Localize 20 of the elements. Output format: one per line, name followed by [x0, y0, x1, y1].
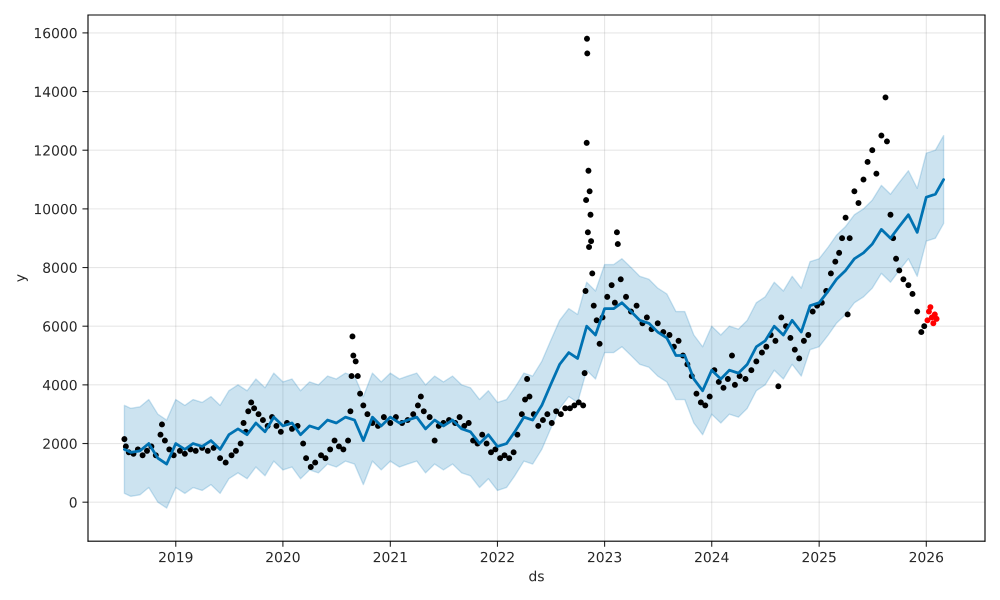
x-tick-label: 2020	[266, 552, 300, 562]
y-tick-label: 10000	[34, 204, 77, 214]
y-tick-label: 4000	[42, 380, 77, 390]
line-series	[123, 178, 946, 466]
y-tick-label: 16000	[34, 28, 77, 38]
x-tick-label: 2024	[695, 552, 729, 562]
y-tick-label: 0	[70, 497, 77, 508]
x-tick-label: 2023	[588, 552, 622, 562]
y-axis-title: y	[17, 274, 28, 282]
y-tick-label: 12000	[34, 145, 77, 156]
x-axis-title: ds	[529, 570, 544, 582]
y-tick-label: 14000	[34, 86, 77, 98]
y-tick-label: 8000	[43, 262, 77, 274]
x-tick-label: 2026	[910, 552, 944, 562]
x-tick-label: 2019	[159, 552, 192, 562]
y-tick-label: 6000	[43, 321, 77, 332]
x-tick-label: 2025	[802, 552, 836, 562]
x-tick-label: 2022	[480, 552, 514, 562]
y-tick-label: 2000	[43, 438, 77, 449]
x-tick-label: 2021	[374, 552, 407, 562]
